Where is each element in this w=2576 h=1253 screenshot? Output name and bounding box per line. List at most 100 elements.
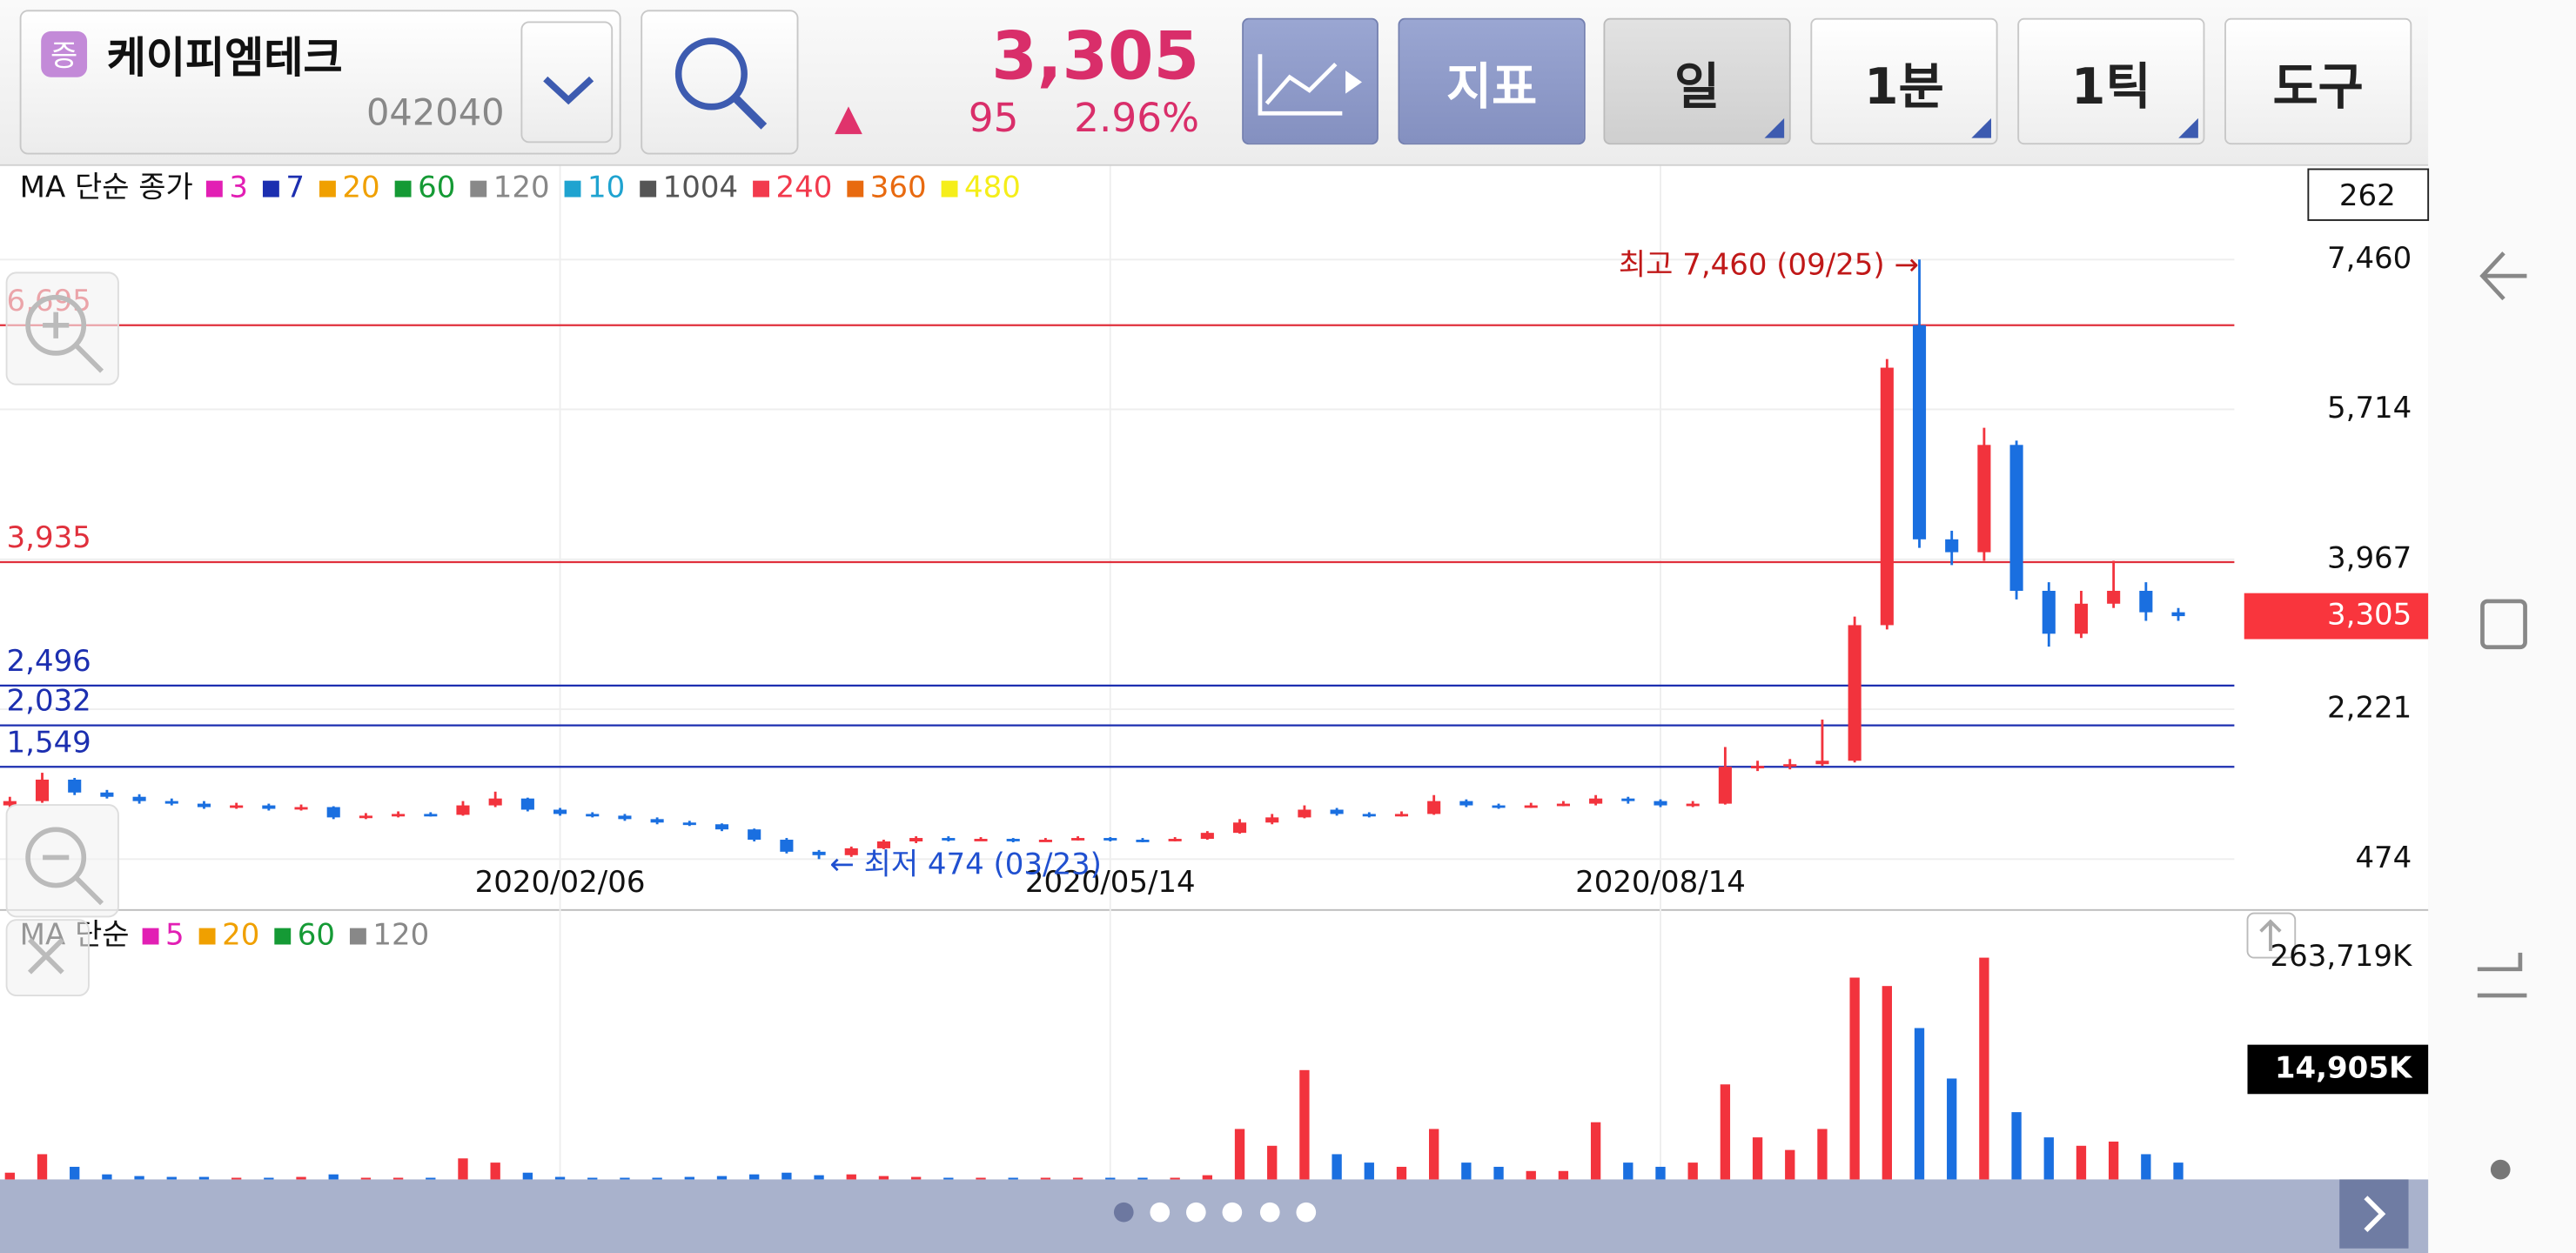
volume-bar bbox=[1979, 957, 1989, 1180]
x-tick-label: 2020/02/06 bbox=[475, 865, 646, 900]
volume-bar bbox=[37, 1154, 48, 1180]
candle-body bbox=[520, 798, 534, 810]
legend-label: 480 bbox=[964, 171, 1021, 205]
level-label: 2,032 bbox=[7, 684, 91, 719]
legend-swatch bbox=[274, 928, 292, 945]
candle-body bbox=[1168, 839, 1182, 841]
period-label: 일 bbox=[1674, 58, 1721, 117]
candle-body bbox=[1492, 805, 1506, 808]
x-tick-label: 2020/05/14 bbox=[1025, 865, 1196, 900]
volume-bar bbox=[943, 1177, 954, 1180]
legend-label: 7 bbox=[285, 171, 305, 205]
nav-recent[interactable] bbox=[2480, 599, 2527, 650]
legend-label: 20 bbox=[222, 918, 259, 953]
level-label: 2,496 bbox=[7, 644, 91, 679]
y-tick-label: 2,221 bbox=[2327, 691, 2412, 726]
candle-body bbox=[424, 814, 438, 817]
candle-body bbox=[2009, 445, 2023, 591]
volume-bar bbox=[846, 1174, 856, 1180]
candle-body bbox=[2139, 590, 2153, 613]
count-label: 262 bbox=[2339, 178, 2396, 213]
candle-body bbox=[1977, 445, 1991, 553]
volume-bar bbox=[134, 1176, 144, 1180]
volume-bar bbox=[1202, 1175, 1213, 1180]
legend-label: 3 bbox=[229, 171, 248, 205]
dropdown-icon bbox=[543, 76, 594, 105]
search-icon bbox=[674, 37, 768, 130]
candle-body bbox=[1200, 833, 1214, 840]
annotation: 최고 7,460 (09/25) → bbox=[1619, 247, 1919, 282]
indicator-button[interactable]: 지표 bbox=[1398, 17, 1586, 145]
volume-bar bbox=[231, 1177, 242, 1180]
volume-bar bbox=[814, 1175, 824, 1180]
minute-button[interactable]: 1분 bbox=[1810, 17, 1998, 145]
volume-bar bbox=[1040, 1177, 1051, 1180]
zoom-out-button[interactable] bbox=[5, 804, 119, 918]
volume-bar bbox=[1493, 1166, 1504, 1180]
close-button[interactable] bbox=[5, 919, 90, 996]
candle-body bbox=[294, 807, 308, 810]
volume-bar bbox=[2173, 1163, 2184, 1180]
candle-body bbox=[650, 819, 664, 823]
y-tick-label: 474 bbox=[2355, 841, 2412, 875]
tools-button[interactable]: 도구 bbox=[2224, 17, 2412, 145]
candle-body bbox=[1718, 767, 1732, 804]
bottom-bar bbox=[0, 1179, 2429, 1253]
candle-body bbox=[1880, 367, 1894, 626]
candle-body bbox=[2074, 603, 2089, 634]
volume-bar bbox=[910, 1176, 922, 1180]
chart-type-icon bbox=[1257, 53, 1362, 115]
badge: 증 bbox=[41, 30, 88, 77]
candle-body bbox=[68, 779, 82, 793]
dropdown-button[interactable] bbox=[520, 21, 614, 144]
legend-swatch bbox=[640, 180, 657, 198]
next-button[interactable] bbox=[2339, 1179, 2409, 1249]
legend-swatch bbox=[470, 180, 487, 198]
volume-bar bbox=[1623, 1163, 1633, 1180]
nav-back[interactable] bbox=[2479, 251, 2527, 301]
candle-body bbox=[164, 801, 178, 804]
search-button[interactable] bbox=[641, 10, 799, 155]
legend-label: 120 bbox=[372, 918, 429, 953]
volume-bar bbox=[458, 1158, 468, 1180]
volume-bar bbox=[652, 1177, 662, 1180]
chart-type-button[interactable] bbox=[1242, 17, 1379, 145]
volume-bar bbox=[1849, 977, 1860, 1180]
volume-bar bbox=[1687, 1163, 1698, 1180]
candle-body bbox=[1654, 801, 1667, 806]
candle-body bbox=[1362, 814, 1376, 817]
volume-bar bbox=[1720, 1084, 1731, 1180]
candle-body bbox=[1912, 325, 1927, 539]
level-label: 1,549 bbox=[7, 725, 91, 760]
candle-body bbox=[2107, 590, 2121, 604]
volume-bar bbox=[716, 1176, 728, 1180]
volume-bar bbox=[1785, 1149, 1795, 1180]
tick-button[interactable]: 1틱 bbox=[2017, 17, 2205, 145]
candle-body bbox=[3, 801, 17, 806]
candle-body bbox=[1394, 814, 1409, 817]
period-button[interactable]: 일 bbox=[1603, 17, 1791, 145]
volume-bar bbox=[1299, 1069, 1310, 1180]
legend-swatch bbox=[142, 928, 159, 945]
volume-bar bbox=[296, 1176, 306, 1180]
volume-bar bbox=[198, 1176, 210, 1180]
nav-switch[interactable] bbox=[2477, 952, 2527, 998]
candle-body bbox=[1330, 809, 1344, 814]
y-tick-label: 5,714 bbox=[2327, 391, 2412, 425]
candle-body bbox=[359, 815, 372, 819]
candle-body bbox=[262, 805, 276, 809]
nav-dot[interactable] bbox=[2490, 1159, 2511, 1180]
candle-body bbox=[1783, 764, 1797, 767]
candle-body bbox=[1621, 798, 1635, 801]
candle-body bbox=[1945, 539, 1959, 553]
volume-bar bbox=[976, 1177, 986, 1180]
volume-bar bbox=[2108, 1141, 2119, 1180]
candle-body bbox=[1038, 840, 1052, 842]
candle-body bbox=[1136, 840, 1150, 842]
x-tick-label: 2020/08/14 bbox=[1575, 865, 1746, 900]
zoom-in-button[interactable] bbox=[5, 271, 119, 385]
header: 증 케이피엠테크 042040 3,305 ▲ 95 2.96% 지표 일 1분… bbox=[0, 0, 2429, 166]
volume-bar bbox=[1396, 1166, 1407, 1180]
stock-box[interactable]: 증 케이피엠테크 042040 bbox=[19, 10, 621, 155]
